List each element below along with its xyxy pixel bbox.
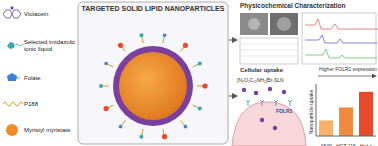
- html-text:Violacein: Violacein: [24, 10, 49, 17]
- html-text:P188: P188: [24, 100, 38, 107]
- html-text:TARGETED SOLID LIPID NANOPARTI: TARGETED SOLID LIPID NANOPARTICLES: [81, 5, 225, 12]
- html-text:Cellular uptake: Cellular uptake: [240, 67, 283, 73]
- html-text:Higher FOLR1 expression: Higher FOLR1 expression: [319, 66, 377, 72]
- html-text:Physicochemical Characterizati: Physicochemical Characterization: [240, 2, 346, 9]
- html-text:Folate: Folate: [24, 74, 41, 81]
- html-text:[N₂O₂C₁₁NH₂]Br-SLN: [N₂O₂C₁₁NH₂]Br-SLN: [237, 77, 284, 83]
- html-text:FOLR1: FOLR1: [276, 108, 293, 114]
- html-text:Myristyl myristate: Myristyl myristate: [24, 126, 71, 133]
- html-text:Selected imidazolic ionic liqu: Selected imidazolic ionic liquid: [24, 39, 76, 52]
- svg-text:A549: A549: [320, 143, 332, 146]
- html-text:Nanoparticle uptake: Nanoparticle uptake: [308, 89, 314, 135]
- svg-text:HCT-116: HCT-116: [336, 143, 356, 146]
- svg-text:HeLa: HeLa: [360, 143, 370, 146]
